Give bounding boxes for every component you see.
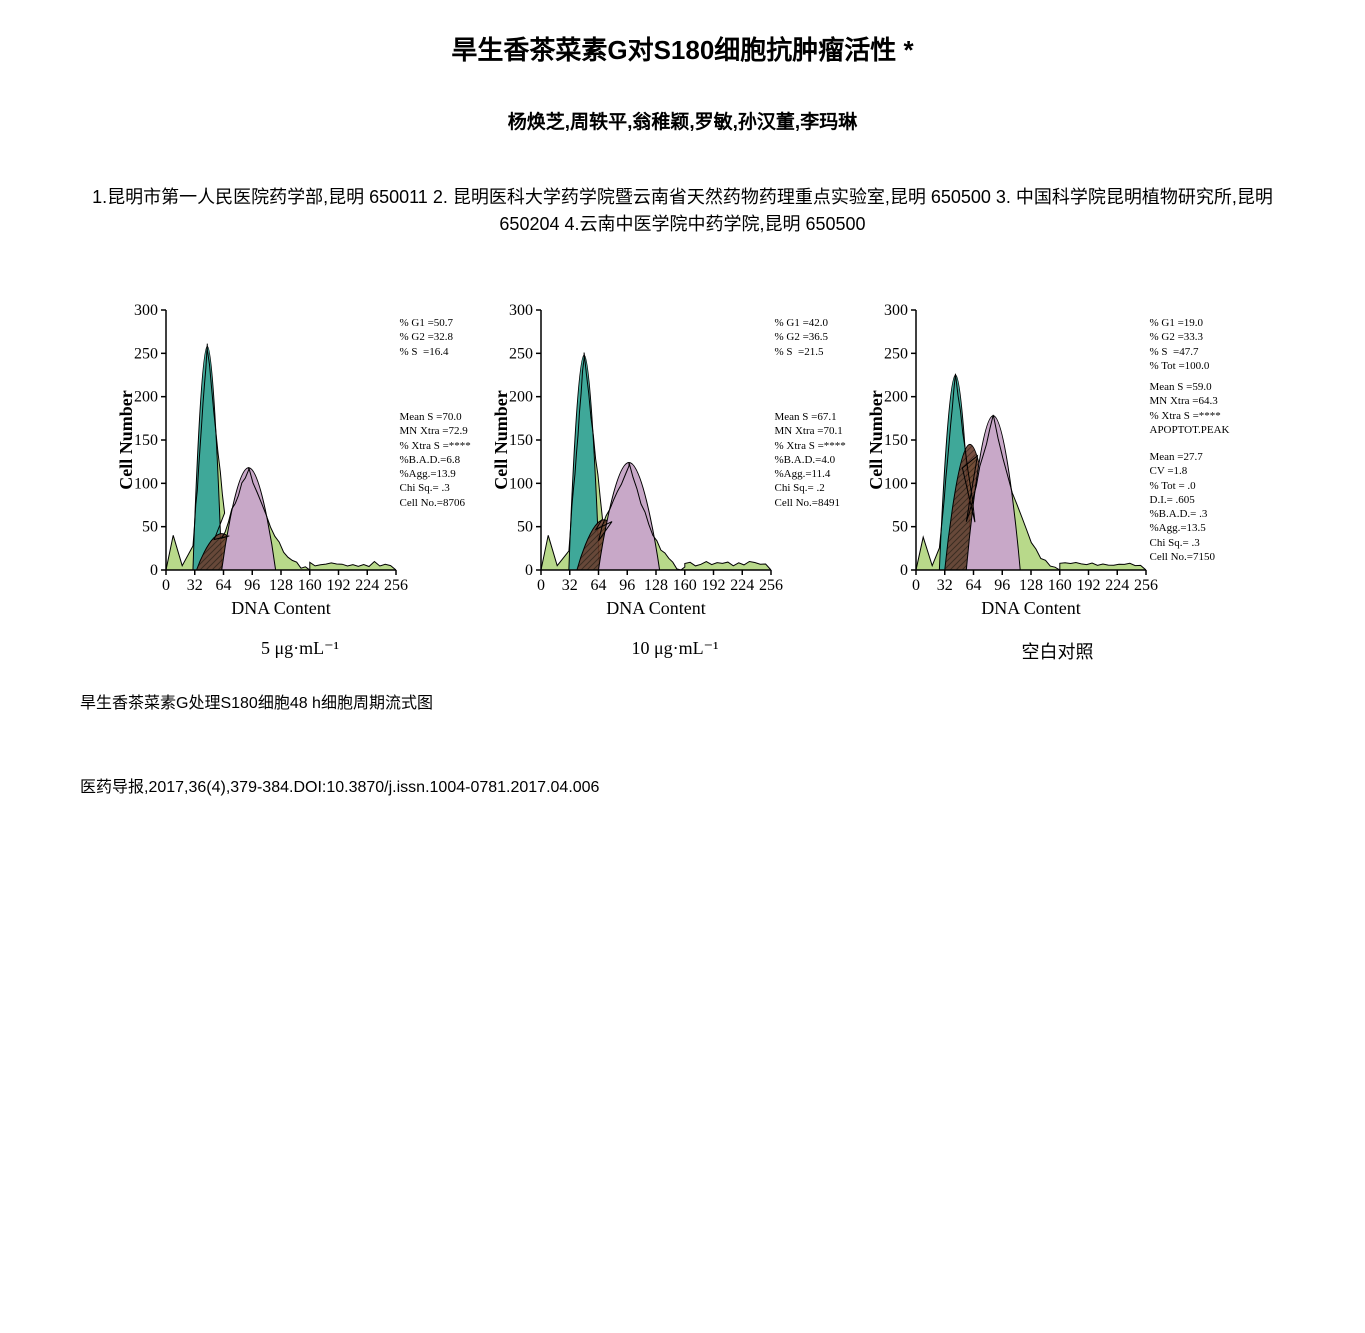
stats-top: % G1 =42.0 % G2 =36.5 % S =21.5 [775,316,829,359]
svg-text:96: 96 [244,577,260,594]
svg-text:128: 128 [644,577,668,594]
figure-panels: 0501001502002503000326496128160192224256… [40,298,1325,664]
stats-low: Mean =27.7 CV =1.8 % Tot = .0 D.I.= .605… [1150,450,1215,564]
panel-caption: 5 μg·mL⁻¹ [261,638,339,659]
svg-text:250: 250 [884,345,908,362]
svg-text:192: 192 [701,577,725,594]
stats-mid: Mean S =67.1 MN Xtra =70.1 % Xtra S =***… [775,410,846,510]
svg-text:DNA Content: DNA Content [231,598,331,618]
svg-text:50: 50 [142,519,158,536]
svg-text:100: 100 [134,475,158,492]
svg-text:200: 200 [884,389,908,406]
svg-text:32: 32 [561,577,577,594]
svg-text:300: 300 [884,302,908,319]
svg-text:224: 224 [730,577,754,594]
svg-text:150: 150 [884,432,908,449]
svg-text:224: 224 [1105,577,1129,594]
svg-text:0: 0 [537,577,545,594]
svg-text:0: 0 [150,562,158,579]
svg-text:Cell Number: Cell Number [493,390,511,489]
svg-text:250: 250 [134,345,158,362]
svg-text:100: 100 [884,475,908,492]
flow-panel-0: 0 50 100 150 200 250 300 0 32 64 96 128160 192 224 256… [118,298,483,664]
svg-text:256: 256 [384,577,408,594]
svg-text:0: 0 [912,577,920,594]
svg-text:50: 50 [517,519,533,536]
svg-text:0: 0 [525,562,533,579]
svg-text:200: 200 [134,389,158,406]
svg-text:200: 200 [509,389,533,406]
authors: 杨焕芝,周轶平,翁稚颖,罗敏,孙汉董,李玛琳 [40,107,1325,134]
svg-text:DNA Content: DNA Content [981,598,1081,618]
stats-top: % G1 =19.0 % G2 =33.3 % S =47.7 % Tot =1… [1150,316,1210,373]
svg-text:DNA Content: DNA Content [606,598,706,618]
stats-mid: Mean S =70.0 MN Xtra =72.9 % Xtra S =***… [400,410,471,510]
svg-text:128: 128 [269,577,293,594]
affiliations: 1.昆明市第一人民医院药学部,昆明 650011 2. 昆明医科大学药学院暨云南… [40,184,1325,238]
svg-text:0: 0 [900,562,908,579]
panel-caption: 空白对照 [1022,638,1094,664]
svg-text:100: 100 [509,475,533,492]
svg-text:96: 96 [619,577,635,594]
svg-text:64: 64 [965,577,981,594]
svg-text:0: 0 [162,577,170,594]
flow-panel-1: 0 50 100 150 200 250 300 0 32 64 96 128160 192 224 256… [493,298,858,664]
svg-text:256: 256 [1134,577,1158,594]
figure-caption: 旱生香茶菜素G处理S180细胞48 h细胞周期流式图 [40,689,1325,713]
svg-text:224: 224 [355,577,379,594]
panel-caption: 10 μg·mL⁻¹ [631,638,718,659]
svg-text:192: 192 [326,577,350,594]
citation: 医药导报,2017,36(4),379-384.DOI:10.3870/j.is… [40,773,1325,797]
svg-text:300: 300 [509,302,533,319]
svg-text:Cell Number: Cell Number [118,390,136,489]
svg-text:50: 50 [892,519,908,536]
paper-title: 旱生香茶菜素G对S180细胞抗肿瘤活性 * [40,30,1325,67]
svg-text:Cell Number: Cell Number [868,390,886,489]
svg-text:32: 32 [186,577,202,594]
stats-mid: Mean S =59.0 MN Xtra =64.3 % Xtra S =***… [1150,380,1230,437]
svg-text:150: 150 [134,432,158,449]
svg-text:160: 160 [1047,577,1071,594]
flow-panel-2: 0 50 100 150 200 250 300 0 32 64 96 128160 192 224 256… [868,298,1248,664]
svg-text:160: 160 [672,577,696,594]
svg-text:64: 64 [215,577,231,594]
stats-top: % G1 =50.7 % G2 =32.8 % S =16.4 [400,316,454,359]
svg-text:192: 192 [1076,577,1100,594]
svg-text:32: 32 [936,577,952,594]
svg-text:256: 256 [759,577,783,594]
svg-text:150: 150 [509,432,533,449]
svg-text:250: 250 [509,345,533,362]
svg-text:64: 64 [590,577,606,594]
svg-text:160: 160 [297,577,321,594]
svg-text:300: 300 [134,302,158,319]
svg-text:96: 96 [994,577,1010,594]
svg-text:128: 128 [1019,577,1043,594]
